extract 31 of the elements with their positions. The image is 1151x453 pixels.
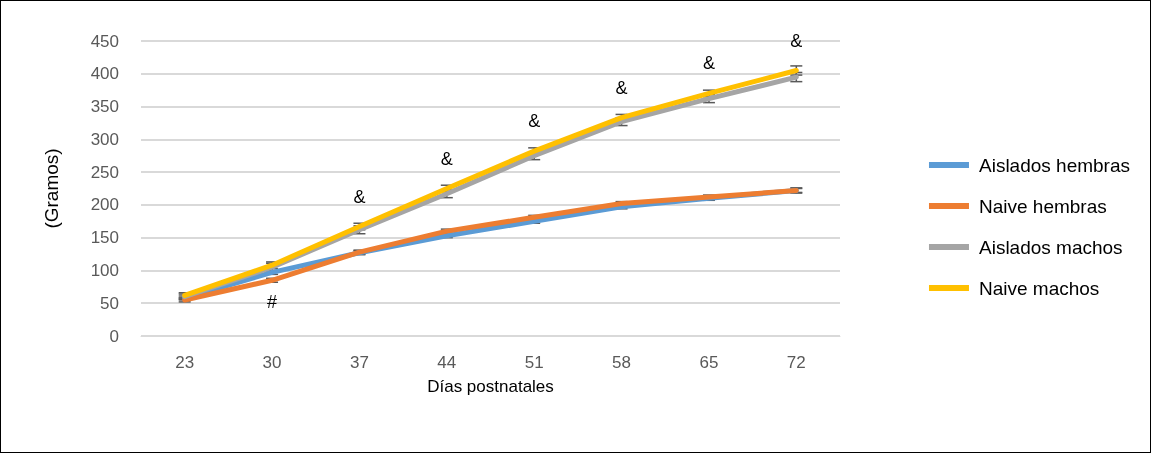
annotation: & [790,30,803,51]
y-tick-label: 350 [90,97,119,117]
annotation: & [528,111,541,132]
y-tick-label: 100 [90,260,119,280]
x-tick-label: 23 [175,353,195,372]
legend-label: Aislados machos [978,236,1123,258]
annotation: & [440,148,453,169]
y-tick-label: 450 [90,31,119,51]
annotation: & [353,186,366,207]
annotation: # [267,292,278,313]
x-tick-label: 30 [262,353,282,372]
y-tick-label: 150 [90,228,119,248]
annotation: & [702,53,715,74]
y-tick-label: 200 [90,195,119,215]
y-axis-title: (Gramos) [41,148,62,229]
y-tick-label: 0 [109,326,119,346]
y-tick-label: 50 [100,293,119,313]
x-tick-label: 65 [699,353,719,372]
x-tick-label: 58 [612,353,632,372]
x-tick-label: 37 [349,353,369,372]
x-tick-label: 72 [786,353,806,372]
x-axis-title: Días postnatales [427,377,554,396]
y-tick-label: 300 [90,129,119,149]
x-tick-label: 44 [437,353,457,372]
legend-label: Aislados hembras [978,154,1131,176]
x-tick-label: 51 [524,353,544,372]
legend-label: Naive machos [978,277,1100,299]
y-tick-label: 250 [90,162,119,182]
annotation: & [615,77,628,98]
legend-label: Naive hembras [978,195,1107,217]
y-tick-label: 400 [90,64,119,84]
